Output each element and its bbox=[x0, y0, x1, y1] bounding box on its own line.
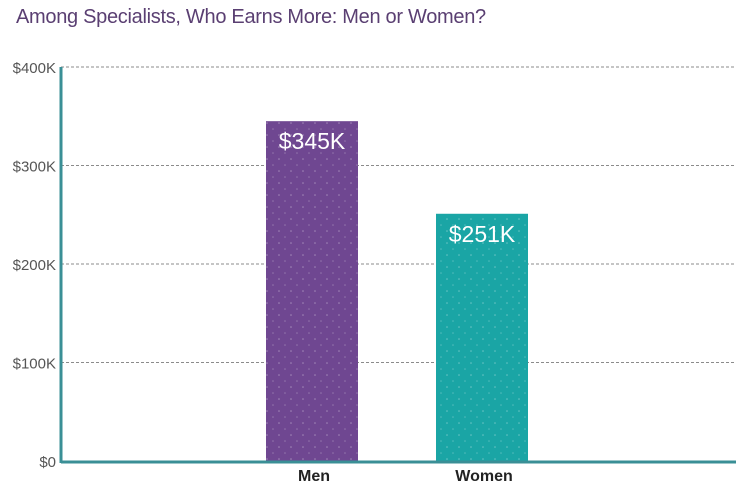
y-tick-label: $0 bbox=[39, 454, 56, 471]
chart-title: Among Specialists, Who Earns More: Men o… bbox=[16, 6, 486, 28]
y-tick-label: $200K bbox=[13, 257, 56, 274]
x-tick-label: Women bbox=[455, 468, 512, 485]
bar-texture bbox=[436, 213, 528, 461]
data-label: $251K bbox=[449, 221, 516, 247]
bar-texture bbox=[266, 121, 358, 462]
data-label: $345K bbox=[279, 128, 346, 154]
y-tick-label: $300K bbox=[13, 159, 56, 176]
y-tick-label: $100K bbox=[13, 356, 56, 373]
x-tick-label: Men bbox=[298, 468, 330, 485]
y-tick-label: $400K bbox=[13, 60, 56, 77]
